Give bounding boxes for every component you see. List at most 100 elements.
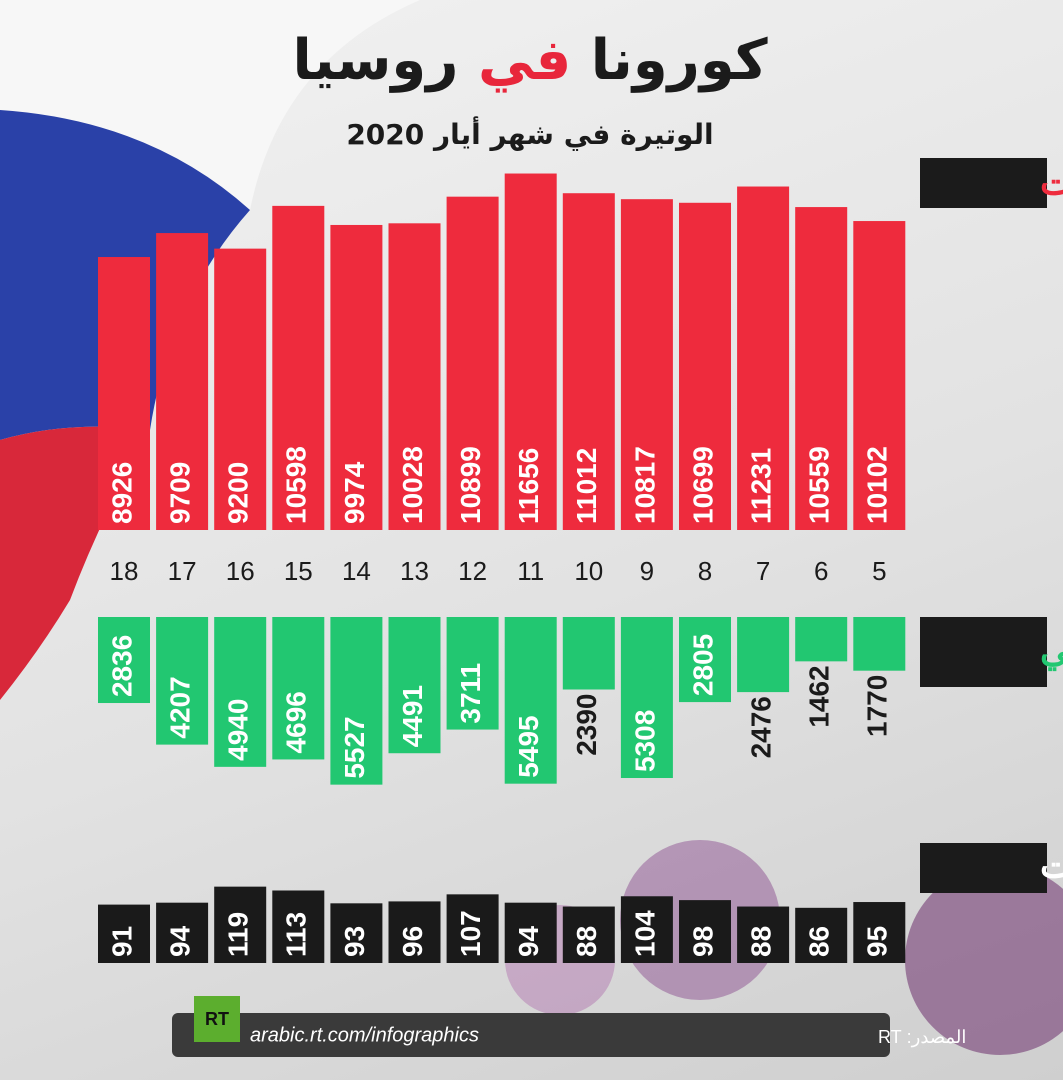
bar [853, 221, 906, 530]
footer-bar [172, 1013, 890, 1057]
value-label: 10598 [281, 446, 312, 524]
value-label: 10559 [804, 446, 835, 524]
bar [679, 900, 731, 963]
bar [214, 617, 267, 767]
value-label: 10102 [862, 446, 893, 524]
bar [272, 617, 325, 760]
bar [620, 199, 673, 530]
value-label: 10028 [397, 446, 428, 524]
bar [330, 224, 383, 530]
bar [795, 207, 848, 530]
bar [504, 902, 557, 963]
bar [156, 617, 209, 745]
x-tick-label: 7 [756, 556, 770, 586]
bar [504, 173, 557, 530]
x-tick-label: 11 [517, 556, 544, 586]
bar [562, 617, 615, 690]
value-label: 9974 [339, 461, 370, 524]
value-label: 4207 [164, 676, 195, 738]
value-label: 2836 [106, 635, 137, 697]
bar [853, 617, 906, 671]
x-tick-label: 18 [110, 556, 139, 586]
bar [272, 890, 325, 963]
value-label: 1462 [804, 665, 835, 727]
bar [737, 906, 790, 963]
bar [388, 617, 441, 754]
value-label: 5495 [513, 715, 544, 777]
bar [98, 904, 150, 963]
bar [98, 257, 150, 530]
bar [737, 617, 790, 693]
value-label: 2390 [571, 693, 602, 755]
bar [156, 233, 209, 531]
value-label: 5308 [629, 710, 660, 772]
value-label: 96 [397, 926, 428, 957]
bar [156, 902, 209, 963]
panel-label: الوفيات [1040, 845, 1063, 888]
bar [446, 894, 499, 963]
bar [446, 196, 499, 531]
panel-tag [920, 158, 1047, 208]
value-label: 88 [571, 926, 602, 957]
title: كورونا في روسيا [250, 28, 810, 93]
x-tick-label: 17 [168, 556, 197, 586]
value-label: 119 [223, 912, 254, 957]
value-label: 11012 [571, 448, 602, 524]
bar [620, 617, 673, 779]
bar [330, 617, 383, 785]
x-tick-label: 9 [640, 556, 654, 586]
value-label: 3711 [455, 663, 486, 724]
value-label: 11656 [513, 448, 544, 524]
value-label: 10699 [687, 446, 718, 524]
title-word: روسيا [292, 28, 459, 93]
bar [795, 907, 848, 963]
panel-label: التعافي [1040, 629, 1063, 672]
virus [905, 865, 1063, 1055]
bar [679, 617, 731, 703]
bar [214, 886, 267, 963]
bar [446, 617, 499, 730]
x-tick-label: 10 [574, 556, 603, 586]
value-label: 95 [862, 926, 893, 957]
value-label: 2805 [687, 634, 718, 696]
x-tick-label: 16 [226, 556, 255, 586]
bar [620, 896, 673, 963]
bar [272, 205, 325, 530]
x-tick-label: 8 [698, 556, 712, 586]
x-tick-label: 12 [458, 556, 487, 586]
value-label: 93 [339, 926, 370, 957]
value-label: 113 [281, 912, 312, 957]
title-word: كورونا [590, 28, 768, 93]
logo: RT [205, 1009, 229, 1029]
bar [562, 193, 615, 530]
bar [98, 617, 150, 704]
value-label: 104 [629, 910, 660, 957]
value-label: 9200 [223, 462, 254, 524]
value-label: 4696 [281, 691, 312, 753]
value-label: 94 [513, 925, 544, 957]
bar [504, 617, 557, 784]
bar [330, 903, 383, 963]
value-label: 88 [745, 926, 776, 957]
panel-tag [920, 617, 1047, 687]
bar [388, 901, 441, 963]
x-tick-label: 5 [872, 556, 886, 586]
bar [214, 248, 267, 530]
value-label: 11231 [745, 448, 776, 524]
value-label: 91 [106, 926, 137, 957]
value-label: 4491 [397, 685, 428, 747]
value-label: 9709 [164, 462, 195, 524]
value-label: 86 [804, 926, 835, 957]
title-word: في [477, 28, 572, 93]
footer-url: arabic.rt.com/infographics [250, 1024, 479, 1046]
value-label: 2476 [745, 696, 776, 758]
value-label: 1770 [862, 675, 893, 737]
bar [562, 906, 615, 963]
x-tick-label: 6 [814, 556, 828, 586]
value-label: 10899 [455, 446, 486, 524]
x-tick-label: 13 [400, 556, 429, 586]
bar [795, 617, 848, 662]
value-label: 4940 [223, 699, 254, 761]
